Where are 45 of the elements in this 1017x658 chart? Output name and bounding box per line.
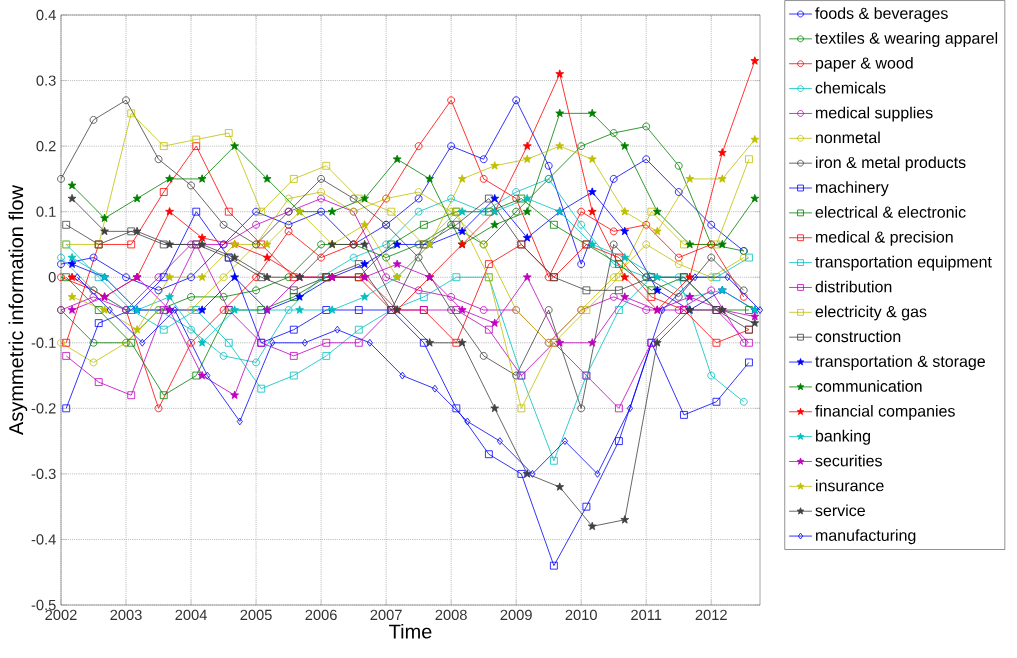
legend-label: electrical & electronic — [815, 206, 966, 218]
x-axis-title: Time — [389, 623, 432, 639]
legend-label: financial companies — [815, 404, 955, 420]
legend-label: manufacturing — [816, 529, 916, 545]
legend-label: banking — [815, 429, 870, 445]
x-tick-label: 2004 — [175, 609, 207, 621]
legend-label: iron & metal products — [816, 156, 966, 172]
legend-label: medical supplies — [816, 106, 933, 122]
y-tick-label: 0.4 — [36, 9, 56, 21]
legend-label: transportation equipment — [815, 255, 992, 271]
legend-label: nonmetal — [816, 131, 880, 144]
x-tick-label: 2007 — [370, 609, 402, 621]
legend-label: transportation & storage — [815, 355, 985, 371]
legend-label: construction — [815, 330, 901, 343]
legend-label: medical & precision — [816, 230, 953, 246]
legend-label: distribution — [815, 280, 892, 293]
x-tick-label: 2005 — [240, 609, 272, 621]
x-tick-label: 2006 — [305, 609, 337, 621]
legend-label: electricity & gas — [815, 305, 927, 321]
legend-label: securities — [815, 454, 882, 467]
legend-label: machinery — [816, 181, 889, 197]
y-tick-label: 0 — [48, 272, 56, 283]
x-tick-label: 2008 — [435, 609, 467, 621]
y-tick-label: 0.2 — [36, 140, 56, 152]
y-tick-label: -0.3 — [31, 468, 56, 480]
legend-label: communication — [815, 380, 922, 392]
y-tick-label: 0.1 — [36, 206, 56, 217]
legend-label: foods & beverages — [815, 7, 948, 23]
x-tick-label: 2002 — [45, 609, 77, 621]
legend-label: textiles & wearing apparel — [815, 32, 998, 47]
x-tick-label: 2010 — [565, 609, 597, 621]
y-tick-label: -0.1 — [31, 337, 56, 348]
y-tick-label: 0.3 — [36, 75, 56, 86]
y-axis-title: Asymmetric information flow — [8, 184, 28, 435]
y-tick-label: -0.4 — [31, 534, 56, 545]
x-tick-label: 2012 — [695, 609, 727, 621]
x-tick-label: 2003 — [110, 609, 142, 621]
legend-label: paper & wood — [815, 56, 913, 72]
legend-label: service — [815, 504, 865, 517]
y-tick-label: -0.2 — [31, 403, 56, 414]
y-tick-label: -0.5 — [31, 599, 56, 611]
x-tick-label: 2011 — [631, 609, 662, 621]
legend-label: chemicals — [815, 81, 886, 94]
legend-label: insurance — [816, 479, 884, 492]
x-tick-label: 2009 — [500, 609, 532, 621]
